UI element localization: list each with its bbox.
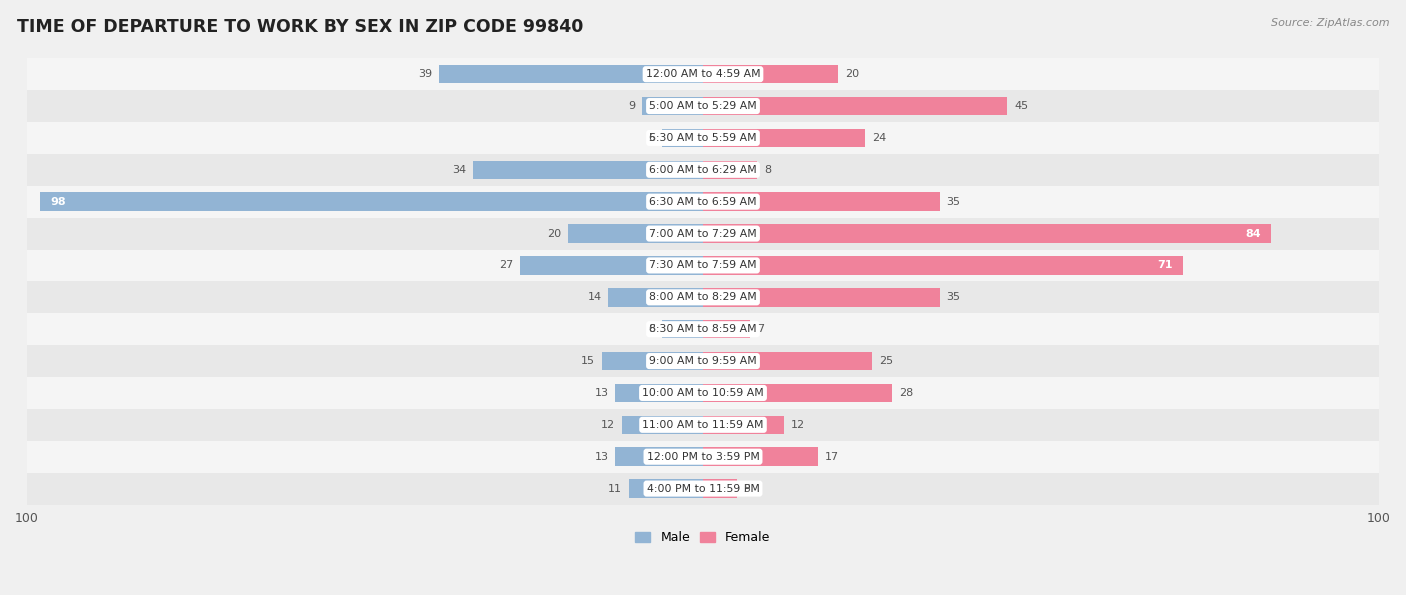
Bar (703, 447, 818, 466)
Text: 35: 35 (946, 292, 960, 302)
Text: 45: 45 (1014, 101, 1028, 111)
Text: 39: 39 (419, 69, 433, 79)
Text: 5:00 AM to 5:29 AM: 5:00 AM to 5:29 AM (650, 101, 756, 111)
Bar (568, 224, 703, 243)
Bar (602, 352, 703, 370)
Bar (41, 192, 703, 211)
Bar (628, 480, 703, 498)
Bar (703, 384, 893, 402)
Bar (703, 480, 737, 498)
Bar (439, 65, 703, 83)
Text: 13: 13 (595, 452, 609, 462)
Text: 6:00 AM to 6:29 AM: 6:00 AM to 6:29 AM (650, 165, 756, 175)
Bar (27, 281, 1379, 313)
Bar (621, 415, 703, 434)
Legend: Male, Female: Male, Female (630, 527, 776, 549)
Bar (643, 97, 703, 115)
Text: 11:00 AM to 11:59 AM: 11:00 AM to 11:59 AM (643, 420, 763, 430)
Text: 27: 27 (499, 261, 513, 271)
Bar (27, 154, 1379, 186)
Bar (27, 186, 1379, 218)
Text: 5:30 AM to 5:59 AM: 5:30 AM to 5:59 AM (650, 133, 756, 143)
Text: 98: 98 (51, 197, 66, 206)
Text: 24: 24 (872, 133, 886, 143)
Bar (703, 352, 872, 370)
Bar (703, 97, 1007, 115)
Bar (703, 320, 751, 339)
Bar (27, 58, 1379, 90)
Text: 12: 12 (600, 420, 614, 430)
Bar (609, 288, 703, 306)
Bar (662, 129, 703, 147)
Text: 10:00 AM to 10:59 AM: 10:00 AM to 10:59 AM (643, 388, 763, 398)
Bar (703, 288, 939, 306)
Text: 7: 7 (756, 324, 765, 334)
Text: 12:00 AM to 4:59 AM: 12:00 AM to 4:59 AM (645, 69, 761, 79)
Text: 12: 12 (792, 420, 806, 430)
Text: 34: 34 (453, 165, 467, 175)
Bar (703, 161, 756, 179)
Text: 35: 35 (946, 197, 960, 206)
Text: 8:00 AM to 8:29 AM: 8:00 AM to 8:29 AM (650, 292, 756, 302)
Bar (27, 409, 1379, 441)
Text: 25: 25 (879, 356, 893, 366)
Text: 9: 9 (628, 101, 636, 111)
Bar (614, 447, 703, 466)
Bar (27, 313, 1379, 345)
Bar (703, 256, 1182, 275)
Text: 84: 84 (1246, 228, 1261, 239)
Text: 5: 5 (744, 484, 751, 494)
Bar (703, 192, 939, 211)
Text: 7:30 AM to 7:59 AM: 7:30 AM to 7:59 AM (650, 261, 756, 271)
Bar (27, 249, 1379, 281)
Text: 13: 13 (595, 388, 609, 398)
Text: 6: 6 (648, 324, 655, 334)
Text: 17: 17 (825, 452, 839, 462)
Text: TIME OF DEPARTURE TO WORK BY SEX IN ZIP CODE 99840: TIME OF DEPARTURE TO WORK BY SEX IN ZIP … (17, 18, 583, 36)
Bar (474, 161, 703, 179)
Text: 7:00 AM to 7:29 AM: 7:00 AM to 7:29 AM (650, 228, 756, 239)
Bar (703, 65, 838, 83)
Text: 4:00 PM to 11:59 PM: 4:00 PM to 11:59 PM (647, 484, 759, 494)
Text: 11: 11 (607, 484, 621, 494)
Bar (662, 320, 703, 339)
Text: 20: 20 (845, 69, 859, 79)
Text: 15: 15 (581, 356, 595, 366)
Bar (27, 377, 1379, 409)
Text: 6:30 AM to 6:59 AM: 6:30 AM to 6:59 AM (650, 197, 756, 206)
Bar (703, 415, 785, 434)
Bar (27, 441, 1379, 472)
Text: 14: 14 (588, 292, 602, 302)
Bar (27, 90, 1379, 122)
Text: Source: ZipAtlas.com: Source: ZipAtlas.com (1271, 18, 1389, 28)
Bar (27, 218, 1379, 249)
Bar (27, 345, 1379, 377)
Bar (27, 122, 1379, 154)
Text: 28: 28 (898, 388, 914, 398)
Text: 6: 6 (648, 133, 655, 143)
Text: 9:00 AM to 9:59 AM: 9:00 AM to 9:59 AM (650, 356, 756, 366)
Bar (520, 256, 703, 275)
Text: 71: 71 (1157, 261, 1173, 271)
Text: 20: 20 (547, 228, 561, 239)
Bar (614, 384, 703, 402)
Text: 12:00 PM to 3:59 PM: 12:00 PM to 3:59 PM (647, 452, 759, 462)
Bar (703, 224, 1271, 243)
Text: 8: 8 (763, 165, 770, 175)
Text: 8:30 AM to 8:59 AM: 8:30 AM to 8:59 AM (650, 324, 756, 334)
Bar (27, 472, 1379, 505)
Bar (703, 129, 865, 147)
